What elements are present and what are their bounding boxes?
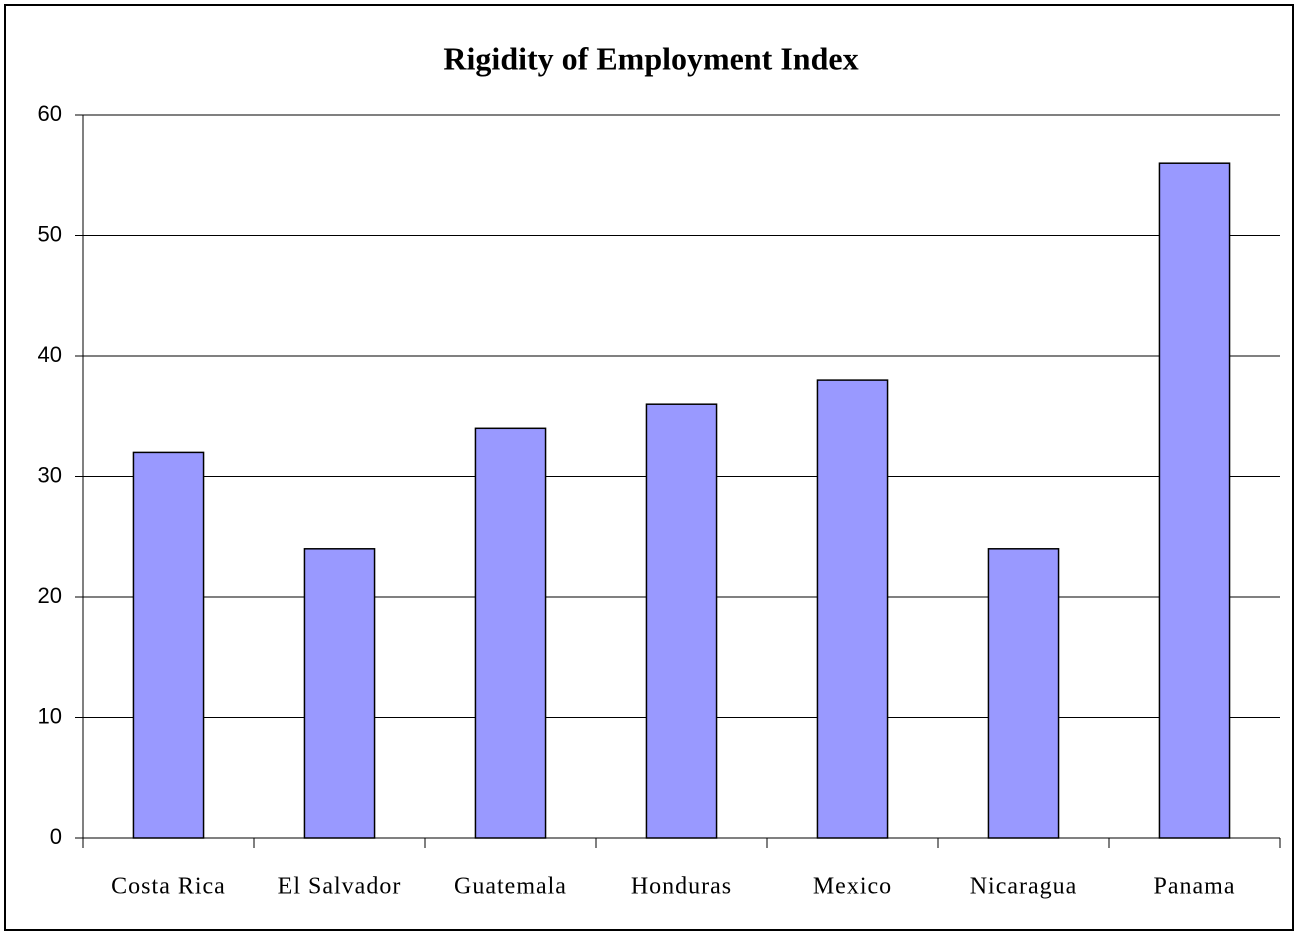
bar (303, 548, 376, 839)
x-tick-label: Panama (1154, 874, 1236, 900)
x-tick-label: Nicaragua (970, 874, 1078, 900)
bar (645, 403, 718, 839)
y-tick-label: 30 (38, 462, 62, 487)
bar (132, 451, 205, 839)
y-tick-label: 10 (38, 703, 62, 728)
bar (987, 548, 1060, 839)
y-tick-label: 40 (38, 342, 62, 367)
y-tick-label: 50 (38, 221, 62, 246)
bar (1158, 162, 1231, 839)
x-tick-label: Costa Rica (111, 874, 226, 900)
chart-title: Rigidity of Employment Index (443, 40, 858, 76)
bar (474, 427, 547, 839)
x-tick-label: Mexico (813, 874, 892, 900)
y-tick-label: 20 (38, 583, 62, 608)
y-tick-label: 60 (38, 101, 62, 126)
x-tick-label: Honduras (631, 874, 732, 900)
y-tick-label: 0 (50, 824, 62, 849)
x-tick-label: El Salvador (278, 874, 402, 900)
bar (816, 379, 889, 839)
x-tick-label: Guatemala (454, 874, 567, 900)
